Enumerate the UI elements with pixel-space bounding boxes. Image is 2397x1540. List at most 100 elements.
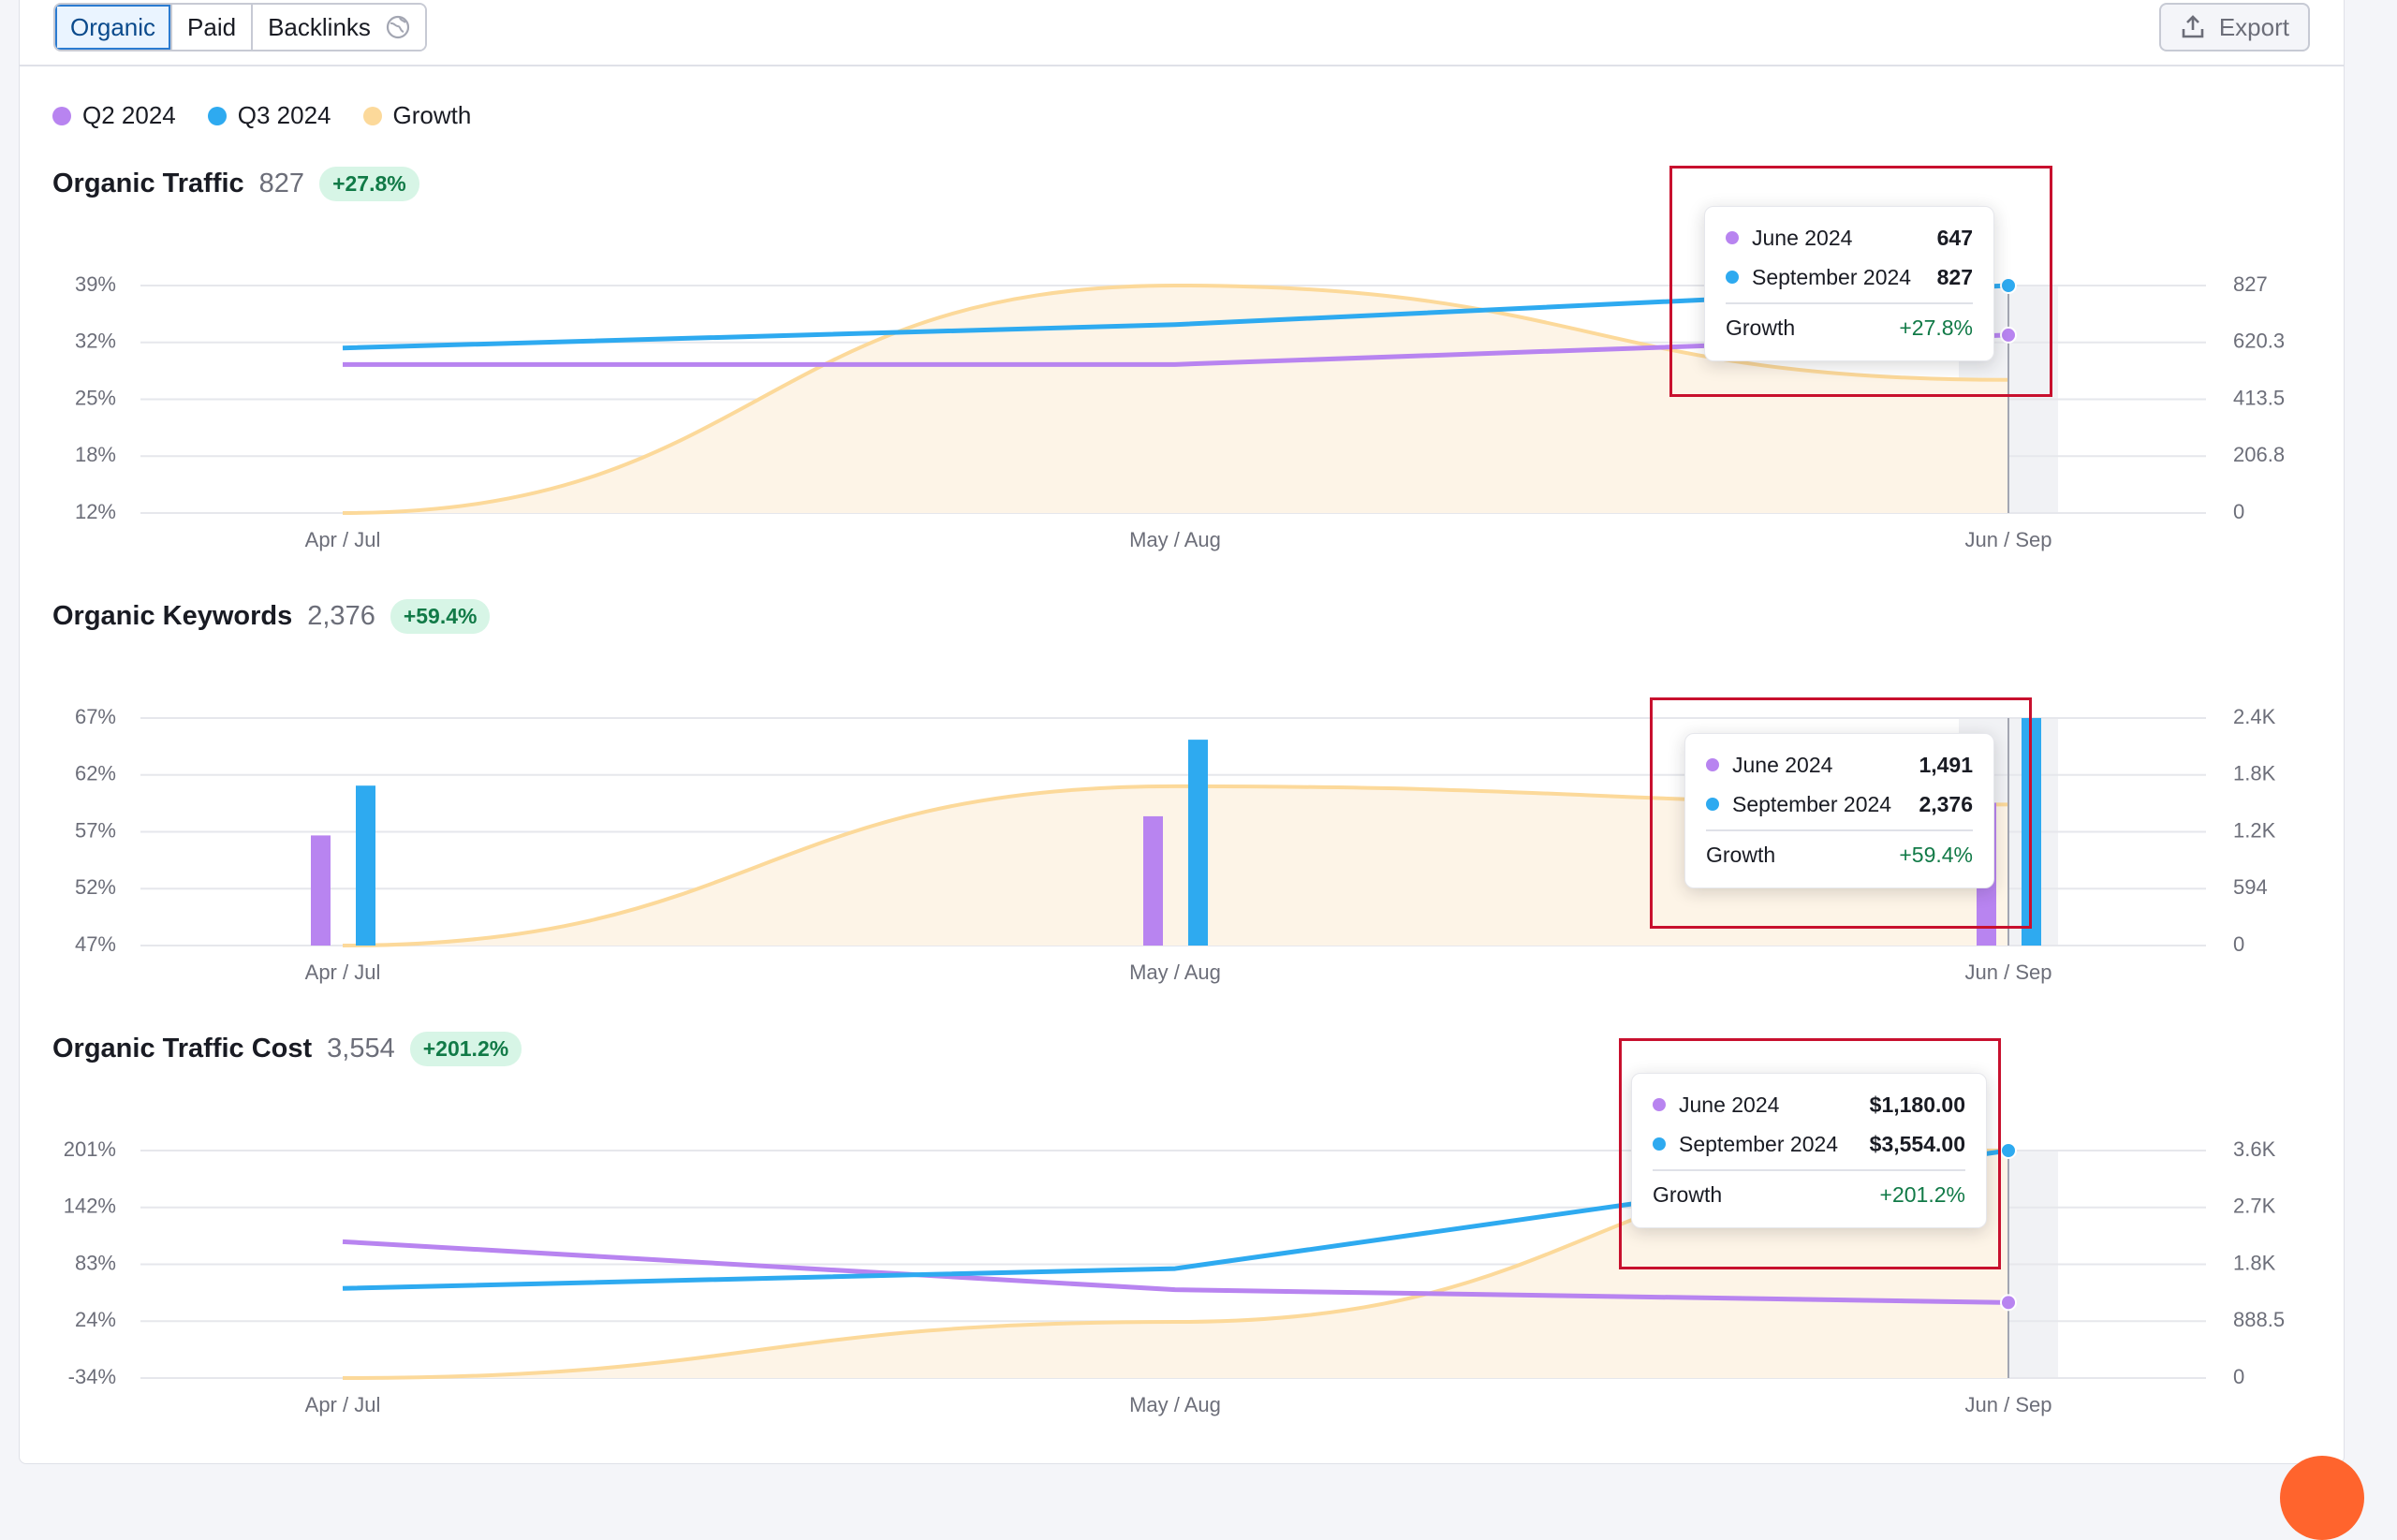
traffic-tooltip: June 2024 647 September 2024 827 Growth … [1704, 206, 1994, 361]
bar-q3 [1188, 740, 1208, 946]
tooltip-period-label: June 2024 [1732, 752, 1833, 777]
bar-q2 [311, 835, 331, 946]
tooltip-dot-q2 [1726, 231, 1739, 244]
left-axis-tick: 32% [75, 330, 116, 353]
chat-launcher-button[interactable] [2280, 1456, 2364, 1540]
right-axis-tick: 0 [2233, 500, 2244, 523]
right-axis-tick: 1.8K [2233, 1251, 2276, 1274]
left-axis-tick: 18% [75, 443, 116, 466]
tooltip-value: 2,376 [1919, 791, 1973, 816]
right-axis-tick: 888.5 [2233, 1308, 2285, 1331]
tab-backlinks-label: Backlinks [268, 12, 371, 41]
right-axis-tick: 0 [2233, 1365, 2244, 1388]
legend-item-q2[interactable]: Q2 2024 [52, 101, 176, 130]
tooltip-row-growth: Growth +201.2% [1653, 1175, 1965, 1214]
legend-item-q3[interactable]: Q3 2024 [207, 101, 331, 130]
point-q2 [2000, 326, 2017, 344]
left-axis-tick: 47% [75, 932, 116, 956]
tooltip-growth-value: +201.2% [1879, 1181, 1965, 1207]
tooltip-growth-value: +27.8% [1899, 315, 1973, 340]
left-axis-tick: 52% [75, 875, 116, 899]
left-axis-tick: 67% [75, 705, 116, 728]
left-axis-tick: 39% [75, 272, 116, 296]
tooltip-growth-label: Growth [1726, 315, 1796, 340]
tooltip-row-q2: June 2024 $1,180.00 [1653, 1085, 1965, 1124]
traffic-highlight-box [1669, 166, 2052, 397]
tooltip-dot-q3 [1726, 271, 1739, 284]
keywords-growth-badge: +59.4% [390, 599, 491, 634]
x-axis-tick: Apr / Jul [305, 961, 381, 984]
export-button[interactable]: Export [2158, 3, 2310, 51]
globe-icon [386, 15, 410, 39]
tab-organic-label: Organic [70, 12, 156, 41]
x-axis-tick: Jun / Sep [1965, 528, 2052, 551]
channel-tabs: Organic Paid Backlinks [53, 3, 427, 51]
tab-organic[interactable]: Organic [55, 5, 173, 50]
keywords-chart-title: Organic Keywords [52, 601, 293, 631]
left-axis-tick: -34% [68, 1365, 116, 1388]
right-axis-tick: 2.4K [2233, 705, 2276, 728]
x-axis-tick: Jun / Sep [1965, 1393, 2052, 1416]
traffic-chart-value: 827 [258, 169, 305, 198]
legend-dot-q2 [52, 106, 71, 125]
growth-area [343, 1150, 2008, 1378]
legend-item-growth[interactable]: Growth [362, 101, 471, 130]
right-axis-tick: 827 [2233, 272, 2268, 296]
tooltip-row-q2: June 2024 647 [1726, 218, 1973, 257]
cost-chart-title: Organic Traffic Cost [52, 1034, 313, 1063]
right-axis-tick: 206.8 [2233, 443, 2285, 466]
traffic-chart-header: Organic Traffic 827 +27.8% [52, 167, 419, 201]
tooltip-divider [1653, 1169, 1965, 1171]
chart-legend: Q2 2024 Q3 2024 Growth [52, 101, 471, 130]
tooltip-period-label: June 2024 [1752, 225, 1853, 250]
right-axis-tick: 1.2K [2233, 818, 2276, 842]
right-axis-tick: 594 [2233, 875, 2268, 899]
cost-chart-value: 3,554 [327, 1034, 395, 1063]
left-axis-tick: 62% [75, 762, 116, 785]
tooltip-growth-value: +59.4% [1899, 842, 1973, 867]
tooltip-dot-q2 [1706, 758, 1719, 771]
keywords-tooltip: June 2024 1,491 September 2024 2,376 Gro… [1684, 733, 1994, 888]
right-axis-tick: 1.8K [2233, 762, 2276, 785]
right-axis-tick: 413.5 [2233, 386, 2285, 409]
x-axis-tick: Apr / Jul [305, 528, 381, 551]
legend-label-q2: Q2 2024 [82, 101, 176, 129]
right-axis-tick: 0 [2233, 932, 2244, 956]
right-axis-tick: 620.3 [2233, 330, 2285, 353]
tab-backlinks[interactable]: Backlinks [253, 5, 425, 50]
tooltip-period-label: September 2024 [1752, 264, 1912, 289]
left-axis-tick: 201% [64, 1137, 116, 1161]
left-axis-tick: 57% [75, 818, 116, 842]
left-axis-tick: 142% [64, 1195, 116, 1218]
keywords-chart-value: 2,376 [307, 601, 375, 631]
tooltip-growth-label: Growth [1653, 1181, 1723, 1207]
export-icon [2182, 15, 2204, 38]
keywords-chart-header: Organic Keywords 2,376 +59.4% [52, 599, 491, 634]
left-axis-tick: 24% [75, 1308, 116, 1331]
bar-q3 [356, 785, 375, 946]
right-axis-tick: 2.7K [2233, 1195, 2276, 1218]
tab-paid[interactable]: Paid [172, 5, 254, 50]
line-q2 [342, 1239, 2009, 1305]
cost-highlight-box [1619, 1038, 2001, 1269]
tab-paid-label: Paid [187, 12, 237, 41]
legend-dot-q3 [207, 106, 227, 125]
tooltip-row-growth: Growth +59.4% [1706, 835, 1973, 874]
point-q3 [2000, 1142, 2017, 1159]
growth-area [343, 286, 2008, 513]
tooltip-row-q3: September 2024 827 [1726, 257, 1973, 297]
tooltip-divider [1706, 829, 1973, 831]
tooltip-dot-q3 [1653, 1137, 1666, 1151]
right-axis-tick: 3.6K [2233, 1137, 2276, 1161]
tooltip-value: 647 [1936, 225, 1973, 250]
x-axis-tick: May / Aug [1129, 528, 1221, 551]
cost-growth-badge: +201.2% [409, 1032, 522, 1066]
left-axis-tick: 83% [75, 1251, 116, 1274]
tooltip-period-label: September 2024 [1732, 791, 1892, 816]
tooltip-value: 1,491 [1919, 752, 1973, 777]
tooltip-value: $1,180.00 [1869, 1092, 1965, 1117]
point-q3 [2000, 277, 2017, 294]
legend-label-q3: Q3 2024 [237, 101, 331, 129]
tooltip-row-q3: September 2024 2,376 [1706, 785, 1973, 824]
tooltip-row-q2: June 2024 1,491 [1706, 745, 1973, 785]
